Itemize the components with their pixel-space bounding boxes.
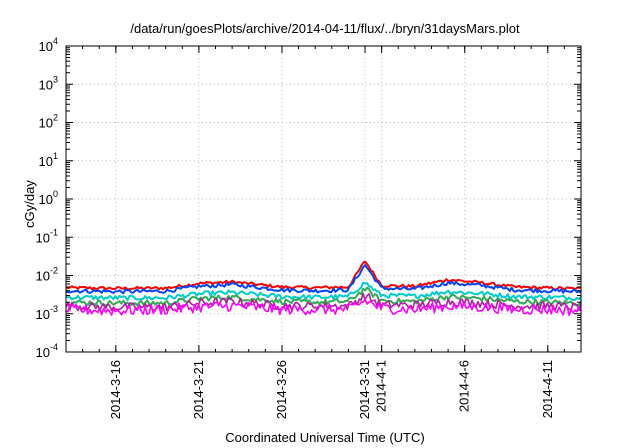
series-line-2 <box>65 281 582 302</box>
y-tick-label: 10-4 <box>36 342 58 360</box>
ticks <box>65 45 582 353</box>
y-tick-base: 10 <box>39 77 53 92</box>
y-tick-exponent: 4 <box>53 36 58 46</box>
y-tick-base: 10 <box>39 116 53 131</box>
x-axis-label: Coordinated Universal Time (UTC) <box>225 430 424 445</box>
series-line-0 <box>65 260 582 291</box>
series-line-3 <box>66 286 582 307</box>
y-tick-label: 10-2 <box>36 266 58 284</box>
y-tick-base: 10 <box>39 39 53 54</box>
series-line-1 <box>65 264 582 295</box>
y-tick-exponent: -3 <box>50 304 58 314</box>
y-tick-label: 101 <box>39 151 58 169</box>
x-tick-label: 2014-4-6 <box>457 360 472 412</box>
y-tick-base: 10 <box>39 192 53 207</box>
y-tick-base: 10 <box>36 345 50 360</box>
x-tick-label: 2014-3-26 <box>274 360 289 419</box>
y-tick-base: 10 <box>39 154 53 169</box>
y-tick-exponent: -4 <box>50 342 58 352</box>
y-tick-label: 100 <box>39 189 58 207</box>
x-tick-label: 2014-4-1 <box>374 360 389 412</box>
x-tick-labels: 2014-3-16 2014-3-21 2014-3-26 2014-3-31 2014… <box>108 360 555 419</box>
y-tick-exponent: 2 <box>53 113 58 123</box>
y-tick-exponent: 0 <box>53 189 58 199</box>
y-tick-label: 10-3 <box>36 304 58 322</box>
y-axis-label: cGy/day <box>22 180 37 228</box>
y-tick-label: 102 <box>39 113 58 131</box>
series-line-5 <box>65 298 582 316</box>
x-tick-label: 2014-3-31 <box>357 360 372 419</box>
x-tick-label: 2014-4-11 <box>540 360 555 418</box>
x-tick-label: 2014-3-16 <box>108 360 123 419</box>
x-tick-label: 2014-3-21 <box>191 360 206 419</box>
y-tick-label: 104 <box>39 36 58 54</box>
y-tick-label: 103 <box>39 74 58 92</box>
y-tick-base: 10 <box>36 269 50 284</box>
y-tick-exponent: -1 <box>50 227 58 237</box>
y-tick-exponent: -2 <box>50 266 58 276</box>
grid <box>66 46 581 352</box>
series-layer <box>65 260 582 316</box>
y-tick-exponent: 3 <box>53 74 58 84</box>
y-tick-base: 10 <box>36 230 50 245</box>
y-tick-exponent: 1 <box>53 151 58 161</box>
y-tick-label: 10-1 <box>36 227 58 245</box>
y-tick-base: 10 <box>36 307 50 322</box>
chart-title: /data/run/goesPlots/archive/2014-04-11/f… <box>130 21 520 36</box>
